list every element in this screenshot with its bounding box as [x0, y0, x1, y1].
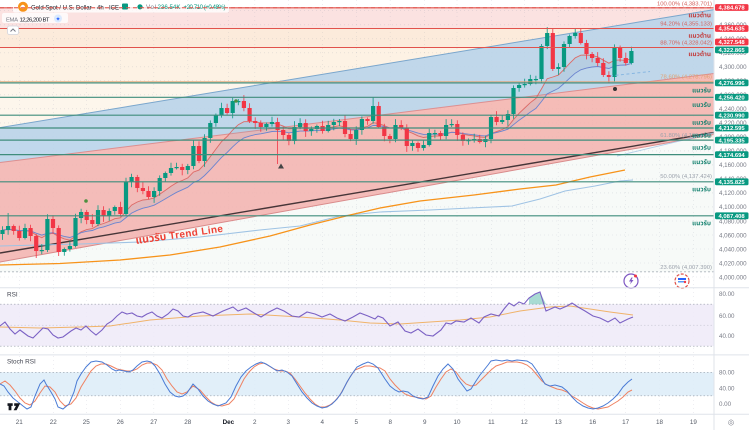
- svg-text:4,276.996: 4,276.996: [718, 81, 745, 87]
- svg-text:88.70% (4,328.042): 88.70% (4,328.042): [660, 40, 712, 46]
- svg-text:4,256.420: 4,256.420: [718, 96, 745, 102]
- svg-text:13: 13: [555, 419, 563, 426]
- svg-text:4,327.548: 4,327.548: [718, 40, 745, 46]
- svg-text:4,322.865: 4,322.865: [718, 48, 745, 54]
- svg-text:4,240.000: 4,240.000: [719, 106, 747, 113]
- svg-text:4,087.408: 4,087.408: [718, 214, 745, 220]
- svg-text:12,26,200 BT: 12,26,200 BT: [20, 17, 50, 23]
- svg-text:25: 25: [83, 419, 91, 426]
- svg-text:16: 16: [589, 419, 597, 426]
- svg-text:61.80% (4,195.553): 61.80% (4,195.553): [660, 133, 712, 139]
- svg-text:80.00: 80.00: [719, 291, 735, 298]
- svg-text:4: 4: [321, 419, 325, 426]
- svg-text:40.00: 40.00: [719, 385, 735, 392]
- svg-text:100.00% (4,383.701): 100.00% (4,383.701): [657, 2, 712, 8]
- svg-text:4,160.000: 4,160.000: [719, 162, 747, 169]
- svg-text:5: 5: [355, 419, 359, 426]
- svg-text:28: 28: [184, 419, 192, 426]
- svg-text:27: 27: [150, 419, 158, 426]
- svg-text:60.00: 60.00: [719, 313, 735, 320]
- svg-text:23.60% (4,007.390): 23.60% (4,007.390): [660, 265, 712, 271]
- svg-text:78.60% (4,278.796): 78.60% (4,278.796): [660, 75, 712, 81]
- svg-text:0.00: 0.00: [719, 401, 732, 408]
- svg-text:✦: ✦: [55, 16, 60, 23]
- svg-text:3: 3: [287, 419, 291, 426]
- svg-text:50.00% (4,137.424): 50.00% (4,137.424): [660, 174, 712, 180]
- svg-text:Gold Spot / U.S. Dollar · 4h ·: Gold Spot / U.S. Dollar · 4h · ICE: [31, 4, 119, 11]
- svg-text:11: 11: [488, 419, 495, 426]
- svg-text:Stoch RSI: Stoch RSI: [7, 359, 36, 366]
- svg-text:4,135.825: 4,135.825: [718, 180, 745, 186]
- svg-text:4,230.990: 4,230.990: [718, 113, 745, 119]
- svg-text:4,120.000: 4,120.000: [719, 190, 747, 197]
- svg-text:4,195.335: 4,195.335: [718, 138, 745, 144]
- svg-text:2: 2: [253, 419, 257, 426]
- svg-text:4,040.000: 4,040.000: [719, 246, 747, 253]
- svg-text:17: 17: [622, 419, 630, 426]
- svg-text:21: 21: [16, 419, 24, 426]
- svg-text:4,384.678: 4,384.678: [718, 6, 745, 12]
- svg-text:4,000.000: 4,000.000: [719, 274, 747, 281]
- svg-text:4,300.000: 4,300.000: [719, 64, 747, 71]
- svg-text:18: 18: [656, 419, 664, 426]
- svg-text:19: 19: [690, 419, 698, 426]
- svg-text:◎: ◎: [728, 418, 735, 427]
- svg-text:9: 9: [423, 419, 427, 426]
- svg-text:94.20% (4,355.133): 94.20% (4,355.133): [660, 21, 712, 27]
- svg-text:10: 10: [453, 419, 461, 426]
- svg-text:4,060.000: 4,060.000: [719, 232, 747, 239]
- svg-text:80.00: 80.00: [719, 370, 735, 377]
- svg-text:Dec: Dec: [223, 419, 235, 426]
- svg-text:40.00: 40.00: [719, 333, 735, 340]
- svg-text:26: 26: [117, 419, 125, 426]
- svg-text:EMA: EMA: [6, 17, 18, 23]
- svg-text:4,320.000: 4,320.000: [719, 50, 747, 57]
- svg-text:4,020.000: 4,020.000: [719, 260, 747, 267]
- svg-text:12: 12: [521, 419, 529, 426]
- svg-text:4,080.000: 4,080.000: [719, 218, 747, 225]
- svg-text:4,354.635: 4,354.635: [718, 27, 745, 33]
- svg-text:4,174.694: 4,174.694: [718, 153, 745, 159]
- svg-text:4,220.000: 4,220.000: [719, 120, 747, 127]
- svg-text:RSI: RSI: [7, 292, 18, 299]
- svg-text:4,100.000: 4,100.000: [719, 204, 747, 211]
- svg-text:4,212.595: 4,212.595: [718, 126, 745, 132]
- svg-text:8: 8: [388, 419, 392, 426]
- svg-text:22: 22: [50, 419, 58, 426]
